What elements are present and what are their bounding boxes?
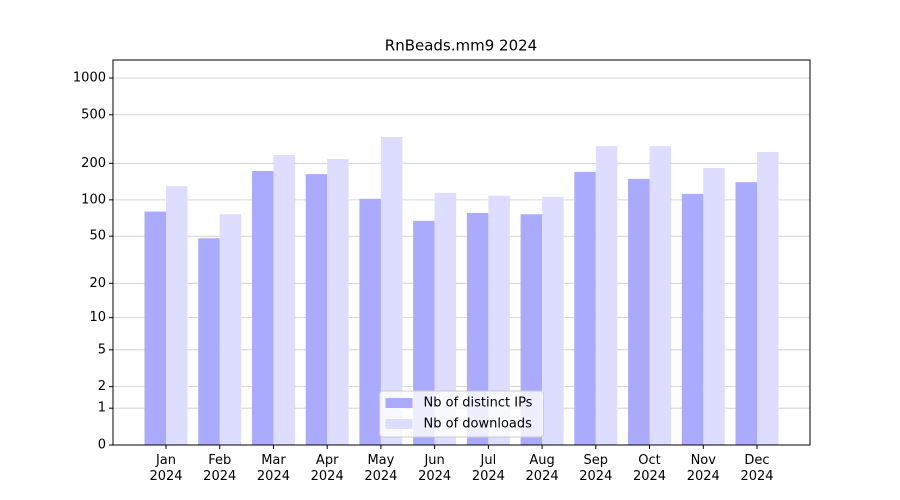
bar <box>166 186 188 446</box>
x-tick-label: May 2024 <box>364 453 398 484</box>
y-tick-label: 2 <box>98 379 106 394</box>
bar <box>273 155 295 446</box>
bar <box>681 193 704 445</box>
legend-swatch <box>385 398 413 408</box>
legend-label: Nb of downloads <box>424 417 533 432</box>
x-tick-label: Nov 2024 <box>686 453 720 484</box>
y-tick-label: 1000 <box>73 71 106 86</box>
legend-swatch <box>385 419 413 429</box>
x-tick-label: Sep 2024 <box>579 453 613 484</box>
bar <box>542 196 564 445</box>
bar <box>305 174 328 446</box>
y-tick-label: 20 <box>89 276 106 291</box>
bar <box>595 146 618 446</box>
plot-frame <box>112 59 811 446</box>
x-tick-label: Aug 2024 <box>525 453 559 484</box>
x-tick-label: Feb 2024 <box>203 453 237 484</box>
y-tick-label: 100 <box>81 192 106 207</box>
legend: Nb of distinct IPs Nb of downloads <box>379 390 544 438</box>
y-tick-label: 500 <box>81 107 106 122</box>
bar <box>434 192 457 445</box>
bar <box>219 214 242 445</box>
bar <box>466 212 489 445</box>
bar <box>327 159 349 445</box>
y-tick-label: 0 <box>98 438 106 453</box>
y-tick-label: 10 <box>89 310 106 325</box>
y-tick-label: 50 <box>89 229 106 244</box>
bar <box>520 214 543 445</box>
bar <box>628 178 650 445</box>
bar <box>359 198 381 445</box>
chart-title: RnBeads.mm9 2024 <box>385 37 537 55</box>
bar <box>144 211 166 445</box>
x-tick-label: Jun 2024 <box>418 453 452 484</box>
bar <box>380 136 403 446</box>
y-tick-label: 200 <box>81 156 106 171</box>
x-tick-label: Jan 2024 <box>149 453 183 484</box>
bar <box>198 238 220 445</box>
legend-label: Nb of distinct IPs <box>424 396 533 411</box>
bar <box>251 170 274 445</box>
bar <box>649 146 672 446</box>
bar <box>735 182 757 446</box>
x-tick-label: Oct 2024 <box>632 453 667 484</box>
x-tick-label: Dec 2024 <box>740 453 774 484</box>
bar <box>488 195 510 445</box>
y-tick-label: 1 <box>98 401 106 416</box>
bar <box>574 171 596 446</box>
x-tick-label: Jul 2024 <box>471 453 505 484</box>
bar <box>703 168 725 445</box>
x-tick-label: Mar 2024 <box>256 453 290 484</box>
bar <box>413 220 435 445</box>
y-tick-label: 5 <box>98 342 106 357</box>
bar <box>757 151 779 445</box>
legend-box <box>379 390 544 438</box>
x-tick-label: Apr 2024 <box>310 453 344 484</box>
